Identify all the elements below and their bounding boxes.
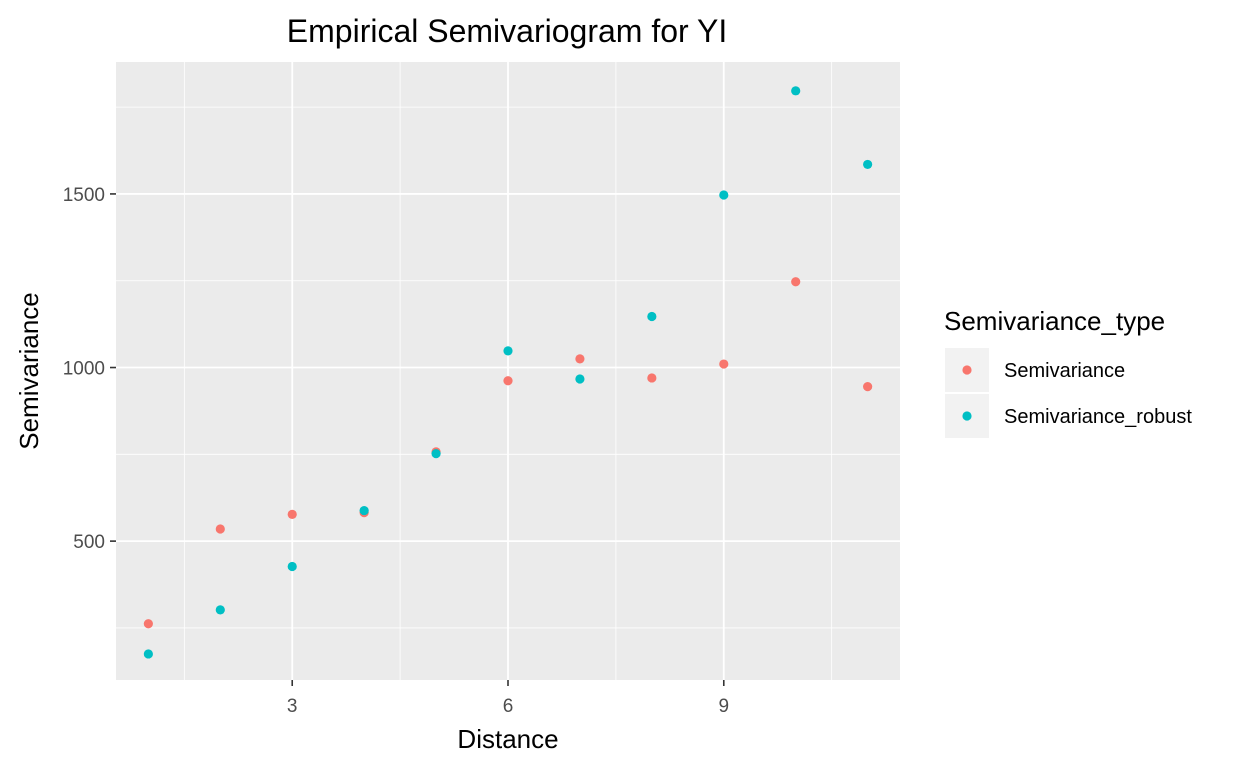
legend: Semivariance_type Semivariance Semivarian… [944,306,1192,438]
point-semivariance-robust [143,649,153,659]
x-axis-ticks: 3 6 9 [287,680,729,717]
x-tick-label: 6 [503,696,514,717]
point-semivariance [503,376,513,386]
point-semivariance-robust [359,505,369,516]
point-semivariance-robust [503,346,513,356]
y-tick-label: 1500 [63,185,105,206]
chart-title: Empirical Semivariogram for YI [287,13,727,49]
data-points [143,86,873,659]
point-semivariance-robust [791,86,801,96]
point-semivariance-robust [575,374,585,384]
point-semivariance-robust [215,605,225,615]
legend-label-semivariance: Semivariance [1004,360,1125,382]
point-semivariance-robust [863,159,873,170]
x-tick-label: 9 [718,696,729,717]
point-semivariance [575,354,585,364]
point-semivariance [143,619,153,629]
y-axis-title: Semivariance [14,292,44,450]
point-semivariance [215,524,225,534]
point-semivariance-robust [287,561,297,572]
x-tick-label: 3 [287,696,298,717]
legend-marker-semivariance-robust [962,411,972,421]
legend-title: Semivariance_type [944,306,1165,336]
point-semivariance [791,277,801,287]
point-semivariance-robust [647,311,657,322]
legend-label-semivariance-robust: Semivariance_robust [1004,406,1192,428]
point-semivariance [647,373,657,383]
y-tick-label: 500 [73,532,105,553]
point-semivariance [287,509,297,519]
legend-marker-semivariance [962,365,972,375]
point-semivariance-robust [719,190,729,200]
point-semivariance [719,359,729,369]
point-semivariance-robust [431,449,441,459]
y-axis-ticks: 500 1000 1500 [63,185,116,553]
x-axis-title: Distance [457,724,558,754]
grid-major-lines [116,62,900,680]
point-semivariance [863,382,873,392]
y-tick-label: 1000 [63,359,105,380]
